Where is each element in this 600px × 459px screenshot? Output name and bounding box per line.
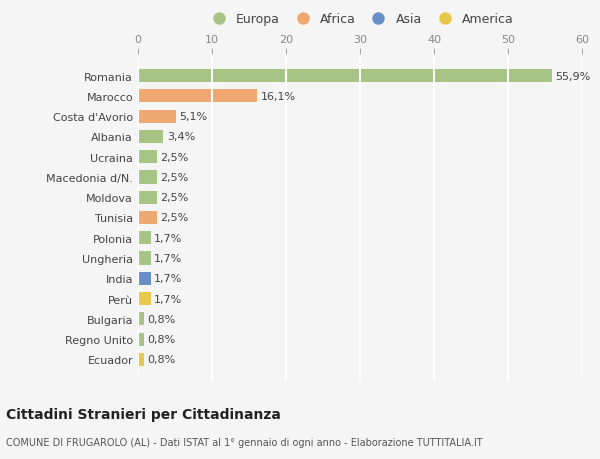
Bar <box>138 333 144 346</box>
Text: 2,5%: 2,5% <box>160 152 188 162</box>
Text: 5,1%: 5,1% <box>179 112 208 122</box>
Text: 0,8%: 0,8% <box>148 334 176 344</box>
Text: COMUNE DI FRUGAROLO (AL) - Dati ISTAT al 1° gennaio di ogni anno - Elaborazione : COMUNE DI FRUGAROLO (AL) - Dati ISTAT al… <box>6 437 482 447</box>
Bar <box>138 70 551 83</box>
Text: 16,1%: 16,1% <box>261 92 296 102</box>
Bar <box>138 151 157 164</box>
Bar <box>138 232 151 245</box>
Bar <box>138 110 176 123</box>
Text: 2,5%: 2,5% <box>160 213 188 223</box>
Bar <box>138 191 157 204</box>
Text: 3,4%: 3,4% <box>167 132 195 142</box>
Text: 1,7%: 1,7% <box>154 274 182 284</box>
Text: 2,5%: 2,5% <box>160 173 188 183</box>
Bar <box>138 90 257 103</box>
Text: 0,8%: 0,8% <box>148 355 176 364</box>
Bar <box>138 212 157 224</box>
Text: Cittadini Stranieri per Cittadinanza: Cittadini Stranieri per Cittadinanza <box>6 407 281 421</box>
Text: 1,7%: 1,7% <box>154 253 182 263</box>
Text: 1,7%: 1,7% <box>154 294 182 304</box>
Text: 55,9%: 55,9% <box>556 72 590 81</box>
Bar <box>138 313 144 326</box>
Bar <box>138 353 144 366</box>
Bar <box>138 171 157 184</box>
Bar <box>138 292 151 306</box>
Text: 0,8%: 0,8% <box>148 314 176 324</box>
Legend: Europa, Africa, Asia, America: Europa, Africa, Asia, America <box>202 9 518 30</box>
Text: 2,5%: 2,5% <box>160 193 188 203</box>
Text: 1,7%: 1,7% <box>154 233 182 243</box>
Bar <box>138 252 151 265</box>
Bar <box>138 272 151 285</box>
Bar <box>138 130 163 144</box>
